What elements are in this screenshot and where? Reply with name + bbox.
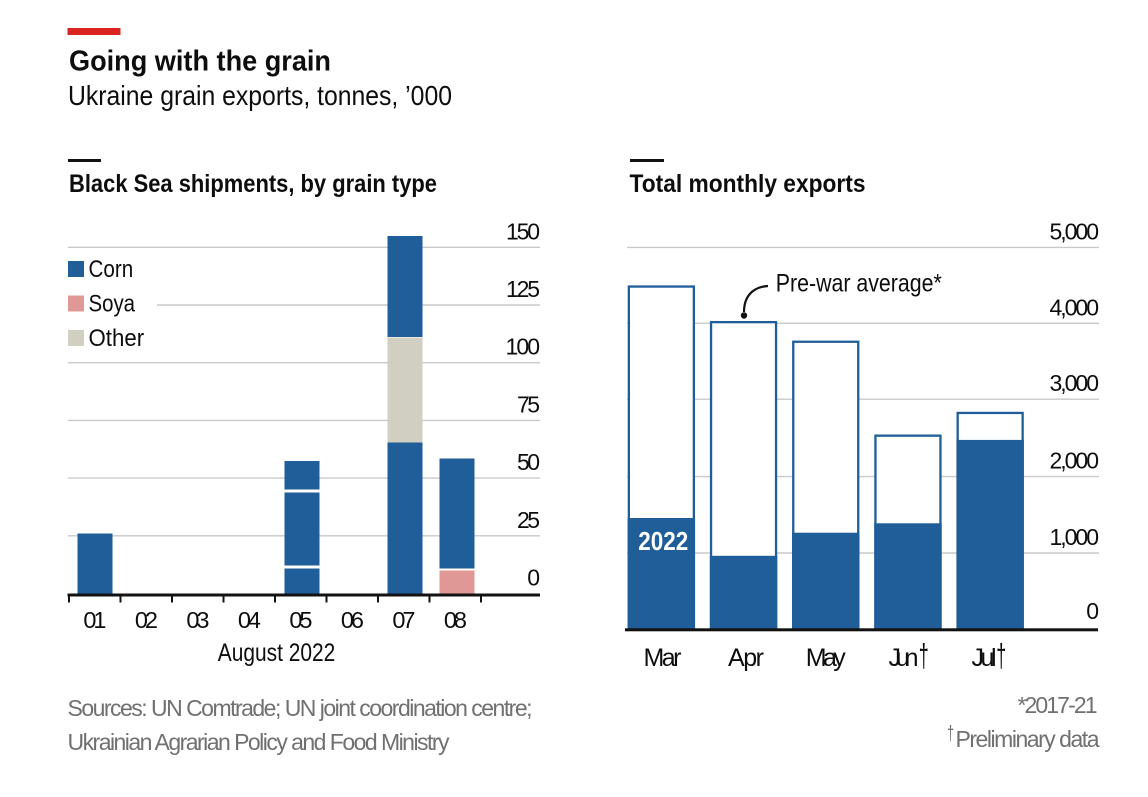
svg-text:Ukraine grain exports, tonnes,: Ukraine grain exports, tonnes, ’000: [68, 80, 452, 111]
svg-text:01: 01: [83, 607, 106, 633]
svg-text:0: 0: [1086, 598, 1099, 624]
svg-text:May: May: [806, 644, 847, 672]
svg-text:125: 125: [506, 276, 540, 302]
svg-text:100: 100: [506, 334, 541, 360]
svg-text:Pre-war average*: Pre-war average*: [776, 270, 942, 298]
svg-text:07: 07: [392, 607, 415, 633]
svg-text:Going with the grain: Going with the grain: [69, 46, 331, 78]
svg-text:02: 02: [135, 607, 158, 633]
svg-text:Soya: Soya: [89, 291, 136, 318]
svg-text:50: 50: [517, 449, 540, 475]
svg-text:Apr: Apr: [728, 644, 764, 672]
svg-text:Jul: Jul: [972, 644, 997, 672]
svg-text:4,000: 4,000: [1050, 294, 1100, 320]
svg-text:08: 08: [444, 607, 467, 633]
svg-text:†: †: [947, 723, 954, 745]
svg-text:2022: 2022: [638, 526, 688, 556]
svg-text:04: 04: [238, 607, 261, 633]
svg-text:5,000: 5,000: [1050, 218, 1100, 244]
svg-text:06: 06: [341, 607, 364, 633]
svg-text:150: 150: [506, 218, 540, 244]
svg-text:03: 03: [186, 607, 209, 633]
svg-text:Preliminary data: Preliminary data: [956, 726, 1100, 752]
svg-text:August 2022: August 2022: [218, 639, 336, 667]
svg-text:Black Sea shipments, by grain: Black Sea shipments, by grain type: [69, 170, 437, 198]
svg-text:Jun: Jun: [889, 644, 919, 672]
svg-text:†: †: [919, 638, 929, 674]
svg-text:Ukrainian Agrarian Policy and: Ukrainian Agrarian Policy and Food Minis…: [68, 729, 451, 755]
svg-text:25: 25: [517, 507, 540, 533]
svg-text:Other: Other: [89, 325, 145, 352]
svg-text:05: 05: [289, 607, 312, 633]
svg-text:0: 0: [527, 565, 540, 591]
svg-text:†: †: [996, 638, 1006, 674]
svg-text:Total monthly exports: Total monthly exports: [630, 170, 866, 198]
svg-text:Corn: Corn: [89, 256, 134, 283]
svg-text:*2017-21: *2017-21: [1018, 692, 1098, 718]
svg-text:75: 75: [517, 391, 540, 417]
svg-text:Mar: Mar: [644, 644, 682, 672]
svg-text:3,000: 3,000: [1050, 370, 1100, 396]
svg-text:1,000: 1,000: [1050, 524, 1100, 550]
svg-text:Sources: UN Comtrade; UN joint: Sources: UN Comtrade; UN joint coordinat…: [68, 695, 533, 721]
svg-text:2,000: 2,000: [1050, 448, 1100, 474]
